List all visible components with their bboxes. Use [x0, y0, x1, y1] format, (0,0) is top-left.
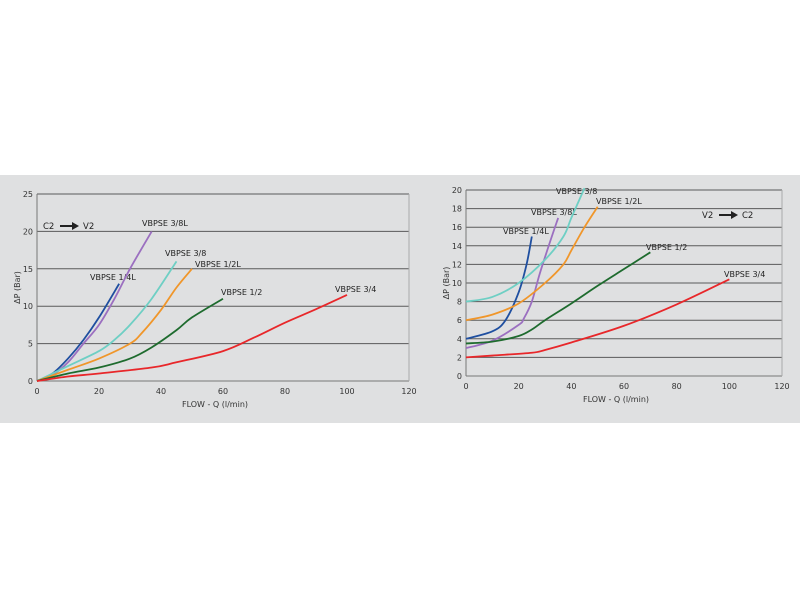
x-tick-label: 120: [774, 382, 789, 391]
x-tick-label: 20: [94, 387, 104, 396]
series-label: VBPSE 1/4L: [503, 227, 549, 236]
chart-background: [0, 175, 800, 423]
y-axis-label: ΔP (Bar): [13, 271, 22, 304]
series-label: VBPSE 1/2: [221, 288, 262, 297]
series-line-vbpse-1-2l: [465, 206, 599, 322]
series-label: VBPSE 1/2L: [195, 260, 241, 269]
y-tick-label: 25: [23, 190, 33, 199]
y-tick-label: 16: [452, 223, 462, 232]
x-tick-label: 40: [566, 382, 576, 391]
y-tick-label: 6: [457, 316, 462, 325]
x-tick-label: 0: [34, 387, 39, 396]
arrow-head-icon: [72, 222, 79, 230]
series-label: VBPSE 3/8L: [531, 208, 577, 217]
chart-1: 0 5 10 15 20 25 0 20 40 60 80 100 120 FLOW - Q (l/min…: [13, 190, 417, 409]
y-tick-label: 18: [452, 205, 462, 214]
series-line-vbpse-1-4l: [465, 236, 533, 340]
y-tick-label: 5: [28, 340, 33, 349]
series-line-vbpse-3-8: [465, 187, 586, 303]
y-tick-label: 10: [452, 279, 462, 288]
y-axis-label: ΔP (Bar): [442, 267, 451, 300]
x-tick-label: 60: [619, 382, 629, 391]
x-axis-label: FLOW - Q (l/min): [182, 400, 248, 409]
series-line-vbpse-1-2: [465, 251, 651, 345]
x-axis-label: FLOW - Q (l/min): [583, 395, 649, 404]
series-label: VBPSE 3/4: [335, 285, 376, 294]
x-tick-label: 20: [514, 382, 524, 391]
direction-to: C2: [742, 211, 753, 221]
x-tick-label: 80: [280, 387, 290, 396]
series-label: VBPSE 1/2: [646, 243, 687, 252]
series-line-vbpse-3-4: [36, 294, 348, 382]
series-label: VBPSE 1/4L: [90, 273, 136, 282]
x-tick-label: 60: [218, 387, 228, 396]
x-tick-label: 100: [722, 382, 737, 391]
x-tick-label: 0: [463, 382, 468, 391]
x-tick-label: 40: [156, 387, 166, 396]
y-tick-label: 8: [457, 298, 462, 307]
direction-to: V2: [83, 222, 94, 232]
y-tick-label: 0: [457, 372, 462, 381]
x-tick-label: 80: [672, 382, 682, 391]
series-label: VBPSE 3/8: [165, 249, 206, 258]
series-line-vbpse-3-4: [465, 278, 730, 359]
x-tick-label: 120: [401, 387, 416, 396]
chart-2: 0 2 4 6 8 10 12 14 16 18 20 0 20 40 60 80 100 120 FLOW - Q…: [442, 186, 790, 404]
series-label: VBPSE 3/4: [724, 270, 765, 279]
series-label: VBPSE 1/2L: [596, 197, 642, 206]
y-tick-label: 2: [457, 353, 462, 362]
series-line-vbpse-1-2l: [36, 268, 193, 382]
direction-from: C2: [43, 222, 54, 232]
arrow-head-icon: [731, 211, 738, 219]
series-label: VBPSE 3/8L: [142, 219, 188, 228]
y-tick-label: 4: [457, 335, 462, 344]
x-tick-label: 100: [339, 387, 354, 396]
series-label: VBPSE 3/8: [556, 187, 597, 196]
y-tick-label: 12: [452, 260, 462, 269]
y-tick-label: 0: [28, 377, 33, 386]
series-line-vbpse-1-2: [36, 297, 224, 382]
series-line-vbpse-3-8l: [465, 217, 560, 349]
y-tick-label: 20: [452, 186, 462, 195]
y-tick-label: 10: [23, 302, 33, 311]
y-tick-label: 14: [452, 242, 462, 251]
y-tick-label: 20: [23, 227, 33, 236]
direction-from: V2: [702, 211, 713, 221]
series-line-vbpse-3-8: [36, 260, 178, 382]
y-tick-label: 15: [23, 265, 33, 274]
